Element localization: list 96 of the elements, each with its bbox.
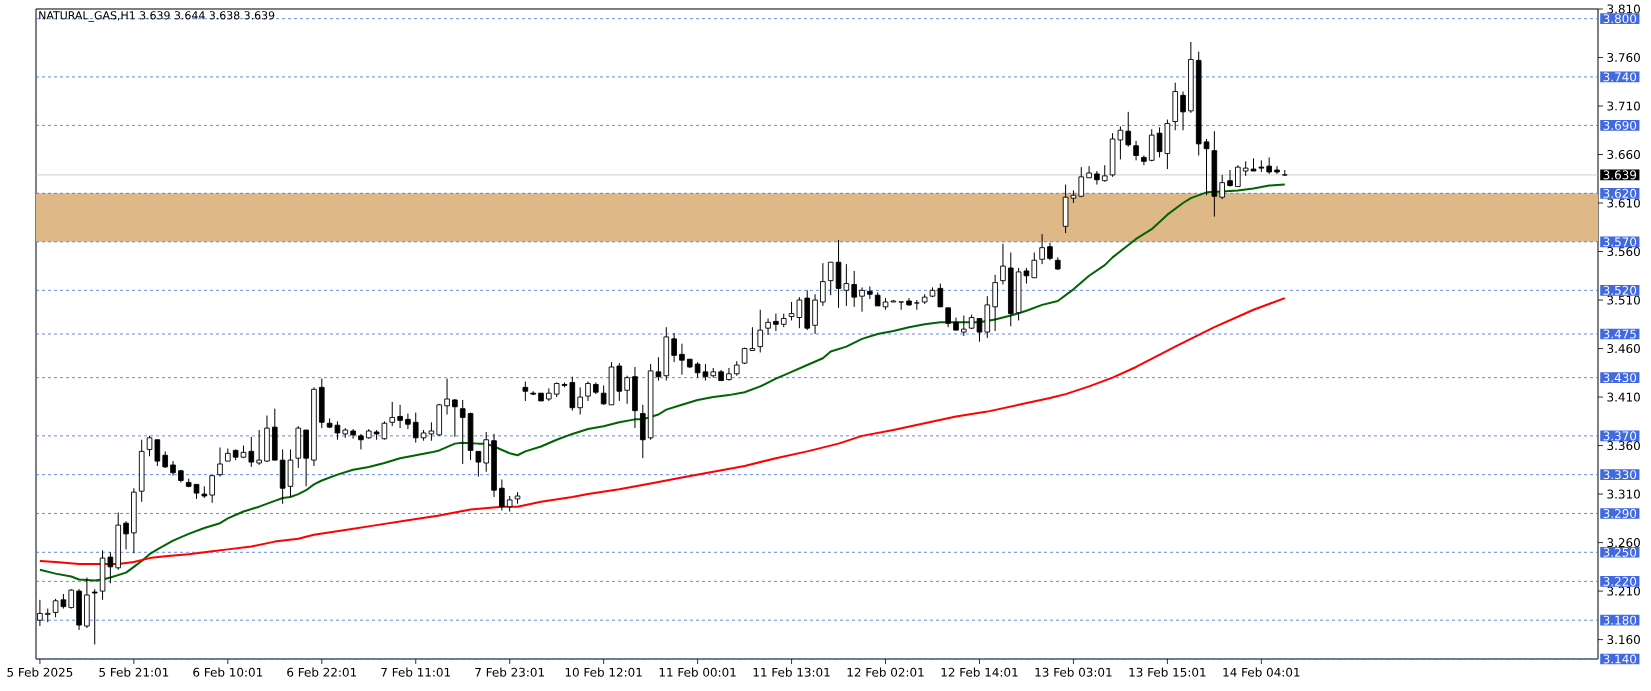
ref-line-label: 3.740 <box>1603 72 1637 82</box>
ref-line-label: 3.330 <box>1603 470 1637 480</box>
candlestick <box>1133 140 1139 161</box>
ref-line-label: 3.620 <box>1603 188 1637 198</box>
x-tick-label: 7 Feb 11:01 <box>381 667 451 677</box>
candlestick <box>256 429 262 466</box>
candlestick <box>475 450 482 478</box>
candlestick <box>1086 165 1092 179</box>
x-tick-label: 12 Feb 02:01 <box>847 667 924 677</box>
x-tick-label: 12 Feb 14:01 <box>941 667 1018 677</box>
candlestick <box>397 404 403 429</box>
y-tick-label: 3.760 <box>1607 52 1640 63</box>
candlestick <box>1141 154 1147 166</box>
candlestick <box>1031 252 1038 279</box>
candlestick <box>1180 90 1186 131</box>
x-tick-label: 6 Feb 22:01 <box>287 667 357 677</box>
candlestick <box>624 375 630 405</box>
ref-line-label: 3.475 <box>1603 329 1636 339</box>
x-tick-label: 11 Feb 13:01 <box>753 667 830 677</box>
y-tick-label: 3.210 <box>1607 586 1640 596</box>
candlestick <box>459 399 466 465</box>
candlestick <box>867 285 873 300</box>
y-tick-label: 3.660 <box>1607 149 1640 160</box>
candlestick <box>217 447 223 478</box>
y-tick-label: 3.810 <box>1607 4 1640 14</box>
candlestick <box>405 413 411 430</box>
candlestick <box>1274 165 1280 175</box>
candlestick <box>1235 164 1241 188</box>
candlestick <box>820 262 826 307</box>
ref-line-label: 3.290 <box>1603 508 1637 518</box>
x-tick-label: 13 Feb 03:01 <box>1035 667 1112 677</box>
x-tick-label: 11 Feb 00:01 <box>659 667 736 677</box>
candlestick <box>937 283 944 308</box>
y-tick-label: 3.410 <box>1607 392 1640 402</box>
candlestick <box>671 332 677 363</box>
y-tick-label: 3.310 <box>1607 489 1640 499</box>
candlestick <box>859 286 865 313</box>
candlestick <box>522 381 529 402</box>
candlestick <box>358 433 364 450</box>
candlestick <box>851 270 857 308</box>
ref-line-label: 3.180 <box>1603 615 1637 625</box>
candlestick <box>1094 170 1100 186</box>
candlestick <box>452 398 458 438</box>
candlestick <box>827 261 834 296</box>
y-tick-label: 3.460 <box>1607 344 1640 354</box>
x-tick-label: 7 Feb 23:01 <box>475 667 544 677</box>
candlestick <box>726 367 732 382</box>
candlestick <box>1125 111 1132 148</box>
candlestick <box>945 307 951 328</box>
candlestick <box>1078 166 1085 198</box>
candlestick <box>248 436 255 468</box>
ref-line-label: 3.570 <box>1603 237 1637 247</box>
candlestick <box>1000 243 1006 286</box>
candlestick <box>1227 169 1233 188</box>
ref-line-label: 3.370 <box>1603 431 1637 441</box>
candlestick <box>444 378 450 416</box>
x-tick-label: 10 Feb 12:01 <box>565 667 642 677</box>
candlestick <box>68 588 75 610</box>
ref-line-label: 3.520 <box>1603 285 1637 295</box>
candlestick <box>757 309 764 353</box>
y-tick-label: 3.560 <box>1607 247 1640 257</box>
ref-line-label: 3.220 <box>1603 576 1637 586</box>
candlestick <box>123 520 129 550</box>
x-tick-label: 5 Feb 2025 <box>7 667 73 677</box>
ref-line-label: 3.430 <box>1603 373 1637 383</box>
x-tick-label: 14 Feb 04:01 <box>1223 667 1300 677</box>
y-tick-label: 3.160 <box>1607 635 1640 645</box>
candlestick <box>765 317 771 336</box>
y-tick-label: 3.510 <box>1607 295 1640 305</box>
ref-line-label: 3.639 <box>1603 170 1637 180</box>
candlestick <box>209 475 215 504</box>
candlestick <box>412 412 419 444</box>
candlestick <box>91 588 98 645</box>
ref-line-label: 3.250 <box>1603 547 1637 557</box>
y-tick-label: 3.360 <box>1607 441 1640 451</box>
ref-line-label: 3.800 <box>1603 14 1637 24</box>
x-tick-label: 6 Feb 10:01 <box>193 667 263 677</box>
candlestick <box>499 479 505 512</box>
candlestick <box>1203 138 1210 196</box>
candlestick <box>585 381 591 402</box>
candlestick <box>1219 174 1225 200</box>
candlestick <box>961 315 967 337</box>
candlestick <box>577 386 583 416</box>
candlestick <box>679 343 685 376</box>
chart-title: NATURAL_GAS,H1 3.639 3.644 3.638 3.639 <box>39 11 275 22</box>
candlestick <box>483 431 489 473</box>
candlestick <box>389 401 396 427</box>
ref-line-label: 3.690 <box>1603 120 1637 130</box>
x-tick-label: 13 Feb 15:01 <box>1129 667 1206 677</box>
x-tick-label: 5 Feb 21:01 <box>99 667 169 677</box>
candlestick <box>1039 233 1045 265</box>
y-tick-label: 3.710 <box>1607 101 1640 111</box>
y-tick-label: 3.260 <box>1607 538 1640 548</box>
ref-line-label: 3.140 <box>1603 654 1637 664</box>
y-tick-label: 3.610 <box>1607 198 1640 208</box>
candlestick <box>773 313 779 332</box>
